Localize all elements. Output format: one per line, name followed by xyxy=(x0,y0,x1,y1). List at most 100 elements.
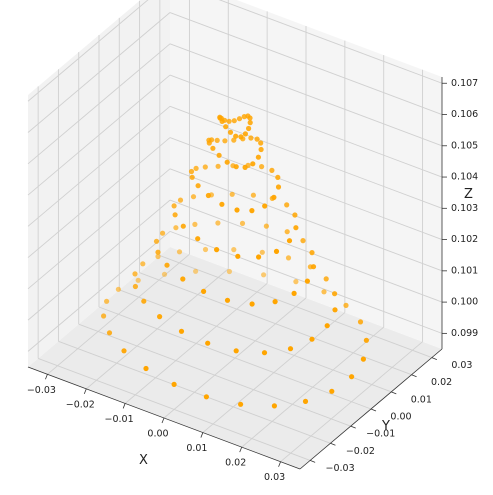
data-point xyxy=(205,192,211,199)
data-point xyxy=(227,129,234,135)
data-point xyxy=(272,299,278,305)
data-point xyxy=(202,164,208,170)
data-point xyxy=(219,118,225,124)
x-tick-label: 0.00 xyxy=(147,429,168,440)
data-point xyxy=(357,319,364,325)
data-point xyxy=(249,301,255,307)
y-tick-label: 0.00 xyxy=(390,412,411,423)
data-point xyxy=(269,167,275,173)
data-point xyxy=(216,152,222,158)
data-point xyxy=(238,134,244,140)
data-point xyxy=(329,388,335,394)
data-point xyxy=(275,174,281,180)
data-point xyxy=(171,381,177,387)
data-point xyxy=(242,131,248,137)
data-point xyxy=(193,268,199,274)
z-tick-label: 0.104 xyxy=(451,172,478,183)
y-tick xyxy=(431,357,438,360)
data-point xyxy=(135,277,141,283)
data-point xyxy=(178,328,185,334)
data-point xyxy=(238,401,244,407)
grid-z-back xyxy=(169,137,443,240)
x-tick xyxy=(83,388,87,395)
data-point xyxy=(287,346,294,352)
z-tick-label: 0.100 xyxy=(451,297,478,308)
data-point xyxy=(190,194,197,200)
data-point xyxy=(157,314,163,320)
data-point xyxy=(309,250,315,256)
grid-z-left xyxy=(27,231,171,352)
data-point xyxy=(239,220,246,226)
y-tick-label: 0.02 xyxy=(431,377,452,388)
data-point xyxy=(193,165,199,171)
y-tick-label: 0.01 xyxy=(411,394,432,405)
y-tick xyxy=(391,391,397,395)
data-point xyxy=(172,212,178,218)
grid-z-left xyxy=(27,168,171,290)
data-point xyxy=(214,247,220,253)
grid-y-floor xyxy=(58,340,331,444)
data-point xyxy=(206,140,212,146)
data-point xyxy=(224,159,230,165)
data-point xyxy=(104,298,110,304)
z-axis-label: Z xyxy=(464,187,473,202)
data-point xyxy=(226,118,232,124)
data-point xyxy=(229,191,235,197)
data-point xyxy=(332,307,338,313)
data-point xyxy=(343,302,349,308)
data-point xyxy=(250,192,256,198)
data-point xyxy=(203,394,209,400)
data-point xyxy=(140,261,146,267)
data-point xyxy=(292,212,298,218)
data-point xyxy=(164,262,170,268)
data-point xyxy=(141,298,147,304)
z-tick-label: 0.099 xyxy=(451,328,478,339)
data-point xyxy=(233,164,239,170)
y-tick xyxy=(350,425,356,429)
z-tick-label: 0.106 xyxy=(451,109,478,120)
data-point xyxy=(349,374,355,380)
grid-y-floor xyxy=(119,289,392,393)
data-point xyxy=(234,207,240,213)
tick-marks xyxy=(45,82,447,467)
data-point xyxy=(176,249,183,255)
y-tick-label: −0.03 xyxy=(326,463,355,474)
data-point xyxy=(261,272,267,278)
data-point xyxy=(249,208,255,214)
grid-y-floor xyxy=(78,323,351,427)
data-point xyxy=(300,238,306,244)
data-point xyxy=(155,253,161,260)
data-point xyxy=(214,137,220,143)
data-point xyxy=(302,398,309,404)
data-point xyxy=(261,350,268,356)
data-point xyxy=(115,286,121,292)
data-point xyxy=(101,313,107,319)
data-point xyxy=(155,249,161,255)
grid-z-back xyxy=(169,168,443,272)
y-tick xyxy=(330,442,336,446)
data-point xyxy=(192,221,198,227)
tick-labels: −0.03−0.02−0.010.000.010.020.03−0.03−0.0… xyxy=(27,78,478,483)
data-point xyxy=(271,194,277,200)
data-point xyxy=(171,203,177,209)
data-point xyxy=(173,225,179,231)
data-point xyxy=(309,336,315,342)
data-point xyxy=(247,115,253,121)
data-point xyxy=(255,154,261,160)
data-point xyxy=(201,288,207,294)
data-point xyxy=(258,140,264,146)
z-tick-label: 0.107 xyxy=(451,78,478,89)
y-tick-label: −0.02 xyxy=(346,446,375,457)
grid-z-back xyxy=(169,43,443,147)
grid-z-left xyxy=(27,43,171,165)
x-tick xyxy=(278,461,281,467)
data-point xyxy=(143,365,149,372)
grid-z-back xyxy=(169,199,443,303)
data-point xyxy=(189,174,195,180)
data-point xyxy=(236,116,243,122)
data-point xyxy=(256,254,262,260)
data-point xyxy=(231,118,237,124)
data-point xyxy=(271,403,277,409)
data-point xyxy=(195,183,201,189)
data-point xyxy=(284,202,290,208)
